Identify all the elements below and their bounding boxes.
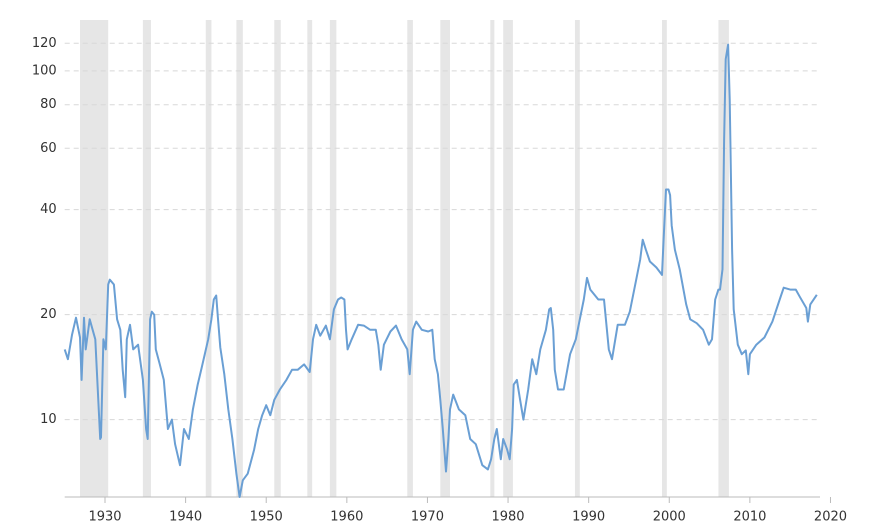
- recession-band: [407, 20, 413, 497]
- x-tick-label: 2020: [814, 510, 847, 525]
- recession-band: [274, 20, 281, 497]
- y-tick-label: 10: [40, 412, 57, 427]
- x-tick-label: 1980: [491, 510, 524, 525]
- recession-band: [490, 20, 495, 497]
- recession-band: [662, 20, 667, 497]
- recession-band: [307, 20, 313, 497]
- line-series: [63, 43, 818, 498]
- recession-band: [205, 20, 212, 497]
- y-tick-label: 60: [40, 141, 57, 156]
- y-tick-label: 80: [40, 97, 57, 112]
- recession-band: [142, 20, 151, 497]
- y-tick-label: 120: [32, 36, 57, 51]
- recession-band: [718, 20, 729, 497]
- recession-band: [574, 20, 580, 497]
- y-tick-label: 20: [40, 307, 57, 322]
- x-tick-label: 1930: [88, 510, 121, 525]
- y-tick-label: 40: [40, 202, 57, 217]
- recession-band: [236, 20, 243, 497]
- recession-band: [503, 20, 513, 497]
- x-tick-label: 1950: [250, 510, 283, 525]
- recession-band: [329, 20, 337, 497]
- x-tick-label: 1960: [330, 510, 363, 525]
- x-tick-label: 1970: [411, 510, 444, 525]
- x-tick-label: 2010: [733, 510, 766, 525]
- x-tick-label: 2000: [653, 510, 686, 525]
- recession-band: [80, 20, 109, 497]
- y-tick-label: 100: [32, 63, 57, 78]
- recession-band: [440, 20, 451, 497]
- x-tick-label: 1940: [169, 510, 202, 525]
- x-tick-label: 1990: [572, 510, 605, 525]
